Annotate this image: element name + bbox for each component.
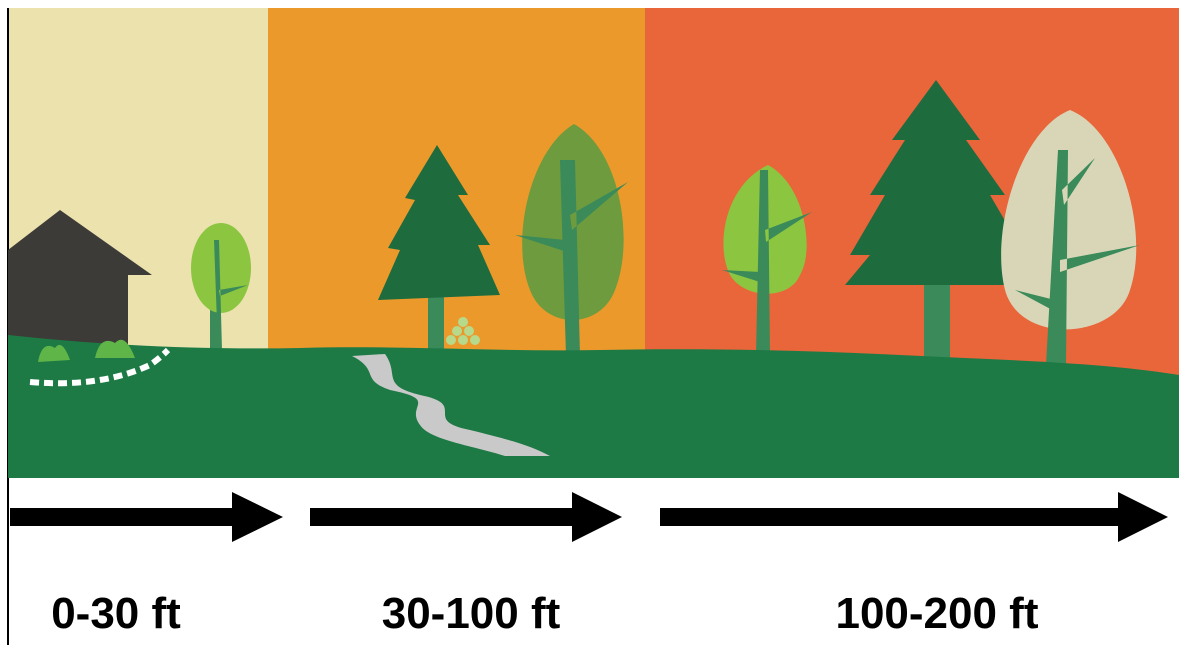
- zone-label: 100-200 ft: [835, 589, 1038, 638]
- page: 0-30 ft 30-100 ft 100-200 ft (() => { co…: [0, 0, 1179, 645]
- arrow: [660, 492, 1168, 542]
- zone-label: 0-30 ft: [51, 589, 181, 638]
- arrow: [310, 492, 622, 542]
- zone-label: 30-100 ft: [382, 589, 561, 638]
- illustration: 0-30 ft 30-100 ft 100-200 ft: [0, 0, 1179, 645]
- arrow: [10, 492, 283, 542]
